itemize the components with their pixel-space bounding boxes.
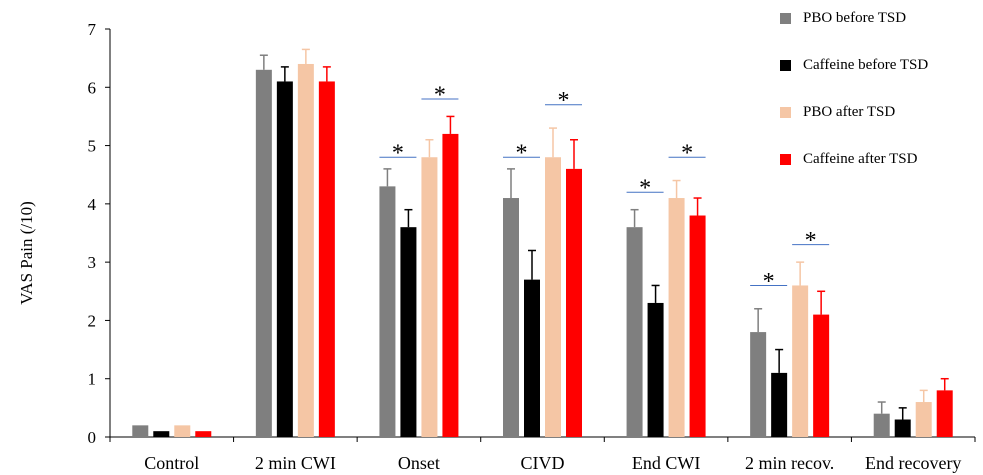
bar xyxy=(647,302,664,437)
significance-marker: * xyxy=(434,82,446,108)
y-tick-label: 7 xyxy=(88,20,97,39)
bar xyxy=(400,227,417,437)
bar xyxy=(174,425,191,437)
legend-swatch xyxy=(780,13,791,24)
bar xyxy=(442,133,459,437)
bar xyxy=(566,168,582,437)
bar xyxy=(894,419,911,437)
y-tick-label: 5 xyxy=(88,137,97,156)
x-tick-label: Control xyxy=(144,453,199,473)
chart-annotations: * * * * * * * * xyxy=(379,82,830,295)
bar xyxy=(195,431,212,437)
bar xyxy=(626,227,643,437)
bar xyxy=(379,186,396,437)
bar xyxy=(792,285,809,437)
legend-swatch xyxy=(780,107,791,118)
bar xyxy=(132,425,149,437)
bar xyxy=(668,198,685,437)
bar xyxy=(915,402,932,437)
legend-swatch xyxy=(780,154,791,165)
significance-marker: * xyxy=(681,141,693,167)
legend-label: Caffeine after TSD xyxy=(803,151,918,167)
x-tick-label: End CWI xyxy=(632,453,700,473)
significance-marker: * xyxy=(392,141,404,167)
bar xyxy=(813,314,830,437)
x-tick-label: 2 min recov. xyxy=(745,453,834,473)
legend-swatch xyxy=(780,60,791,71)
legend-label: Caffeine before TSD xyxy=(803,57,929,73)
bar xyxy=(545,157,561,437)
significance-marker: * xyxy=(805,228,817,254)
chart-axes: 0 1 2 3 4 5 6 7 Control 2 min CWI Onset CIVD End CWI… xyxy=(88,20,976,473)
bar xyxy=(153,431,170,437)
y-tick-label: 3 xyxy=(88,253,97,272)
bar xyxy=(524,279,540,437)
x-tick-label: 2 min CWI xyxy=(255,453,336,473)
y-axis-label: VAS Pain (/10) xyxy=(17,201,36,305)
bar xyxy=(503,198,519,437)
legend-label: PBO after TSD xyxy=(803,104,896,120)
significance-marker: * xyxy=(558,88,570,114)
y-tick-label: 4 xyxy=(88,195,97,214)
significance-marker: * xyxy=(516,141,528,167)
x-tick-label: Onset xyxy=(398,453,440,473)
bar xyxy=(421,157,438,437)
y-tick-label: 0 xyxy=(88,428,97,447)
y-tick-label: 2 xyxy=(88,311,97,330)
chart-bars xyxy=(132,48,953,438)
bar xyxy=(936,390,953,437)
significance-marker: * xyxy=(763,269,775,295)
y-tick-label: 6 xyxy=(88,78,97,97)
bar xyxy=(297,63,314,437)
significance-marker: * xyxy=(639,176,651,202)
bar xyxy=(771,372,788,437)
bar xyxy=(318,81,335,437)
bar xyxy=(255,69,272,438)
bar xyxy=(689,215,706,437)
legend-label: PBO before TSD xyxy=(803,10,907,26)
bar xyxy=(276,81,293,437)
bar xyxy=(873,413,890,437)
bar xyxy=(750,332,767,437)
x-tick-label: End recovery xyxy=(865,453,961,473)
x-tick-label: CIVD xyxy=(521,453,565,473)
y-tick-label: 1 xyxy=(88,370,97,389)
